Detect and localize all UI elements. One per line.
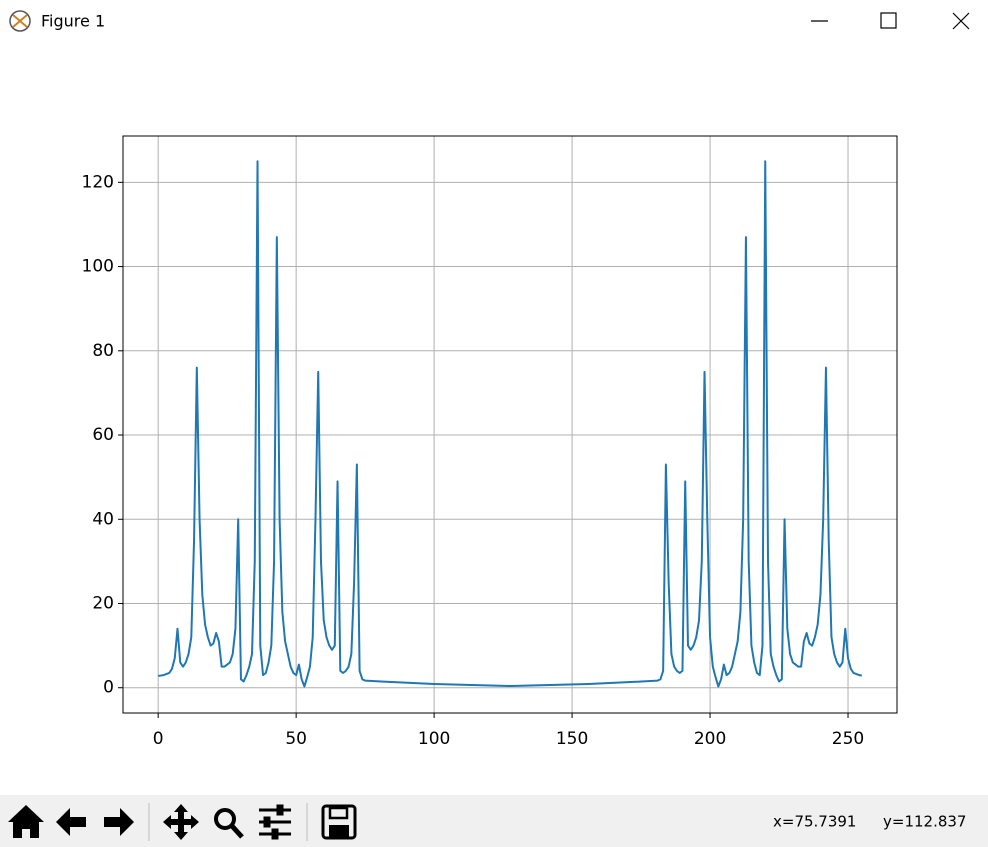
x-tick-label: 100 [418, 729, 450, 749]
home-button[interactable] [8, 805, 44, 838]
zoom-button[interactable] [214, 808, 236, 830]
x-tick-label: 200 [694, 729, 726, 749]
x-tick-label: 150 [556, 729, 588, 749]
window-title: Figure 1 [41, 12, 105, 31]
x-tick-label: 0 [153, 729, 164, 749]
close-button[interactable] [952, 12, 970, 30]
y-tick-label: 100 [82, 257, 114, 277]
y-tick-label: 60 [92, 425, 114, 445]
data-line [158, 160, 862, 688]
pan-button[interactable] [163, 804, 199, 840]
plot: 0 50 100 150 200 250 0 20 40 60 80 100 120 [82, 135, 898, 749]
back-button[interactable] [56, 808, 86, 836]
x-tick-label: 250 [832, 729, 864, 749]
status-x: x=75.7391 [773, 813, 856, 831]
status-y: y=112.837 [883, 813, 966, 831]
maximize-button[interactable] [880, 12, 897, 29]
plot-frame [122, 135, 898, 714]
y-tick-label: 80 [92, 341, 114, 361]
y-tick-label: 40 [92, 509, 114, 529]
zoom-handle [230, 824, 244, 839]
y-tick-label: 120 [82, 172, 114, 192]
x-tick-label: 50 [285, 729, 307, 749]
save-button[interactable] [321, 804, 357, 840]
forward-button[interactable] [104, 808, 134, 836]
y-tick-label: 20 [92, 593, 114, 613]
configure-button[interactable] [259, 804, 291, 840]
app-icon-mark [12, 14, 28, 28]
y-tick-label: 0 [103, 678, 114, 698]
